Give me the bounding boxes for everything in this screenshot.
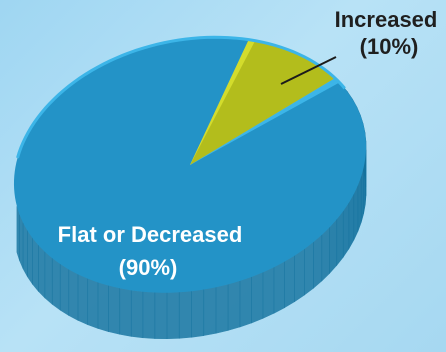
slice-side-flat-or-decreased (313, 235, 321, 288)
slice-side-flat-or-decreased (322, 227, 330, 281)
slice-side-flat-or-decreased (38, 245, 45, 298)
slice-side-flat-or-decreased (23, 223, 27, 277)
flat-decreased-pct-label: (90%) (119, 255, 178, 280)
slice-side-flat-or-decreased (228, 281, 240, 330)
slice-side-flat-or-decreased (69, 269, 78, 320)
slice-side-flat-or-decreased (143, 292, 155, 339)
slice-side-flat-or-decreased (45, 252, 52, 304)
slice-side-flat-or-decreased (343, 203, 349, 257)
slice-side-flat-or-decreased (98, 282, 109, 331)
slice-side-flat-or-decreased (337, 211, 343, 265)
slice-side-flat-or-decreased (78, 274, 88, 324)
flat-decreased-label: Flat or Decreased (58, 222, 243, 247)
slice-side-flat-or-decreased (354, 185, 358, 240)
slice-side-flat-or-decreased (192, 290, 204, 338)
slice-side-flat-or-decreased (167, 292, 179, 338)
slice-side-flat-or-decreased (330, 219, 337, 273)
slice-side-flat-or-decreased (204, 287, 216, 335)
slice-side-flat-or-decreased (179, 291, 191, 338)
slice-side-flat-or-decreased (285, 256, 295, 308)
slice-side-flat-or-decreased (27, 230, 32, 283)
increased-pct-label: (10%) (360, 34, 419, 59)
slice-side-flat-or-decreased (109, 286, 120, 335)
slice-side-flat-or-decreased (60, 264, 69, 315)
slice-side-flat-or-decreased (358, 176, 361, 231)
slice-side-flat-or-decreased (263, 267, 274, 318)
slice-side-flat-or-decreased (274, 262, 285, 314)
slice-side-flat-or-decreased (52, 258, 60, 310)
slice-side-flat-or-decreased (240, 277, 252, 327)
slice-side-flat-or-decreased (32, 238, 38, 291)
slice-side-flat-or-decreased (295, 249, 305, 302)
slice-side-flat-or-decreased (17, 206, 20, 260)
slice-side-flat-or-decreased (20, 215, 23, 269)
slice-side-flat-or-decreased (361, 168, 363, 223)
slice-side-flat-or-decreased (120, 288, 131, 336)
slice-side-flat-or-decreased (131, 290, 143, 337)
slice-side-flat-or-decreased (216, 284, 228, 333)
slice-side-flat-or-decreased (252, 272, 263, 323)
slice-side-flat-or-decreased (304, 242, 313, 295)
increased-label: Increased (335, 7, 438, 32)
slice-side-flat-or-decreased (88, 279, 98, 329)
slice-side-flat-or-decreased (155, 293, 167, 339)
slice-side-flat-or-decreased (349, 194, 354, 249)
